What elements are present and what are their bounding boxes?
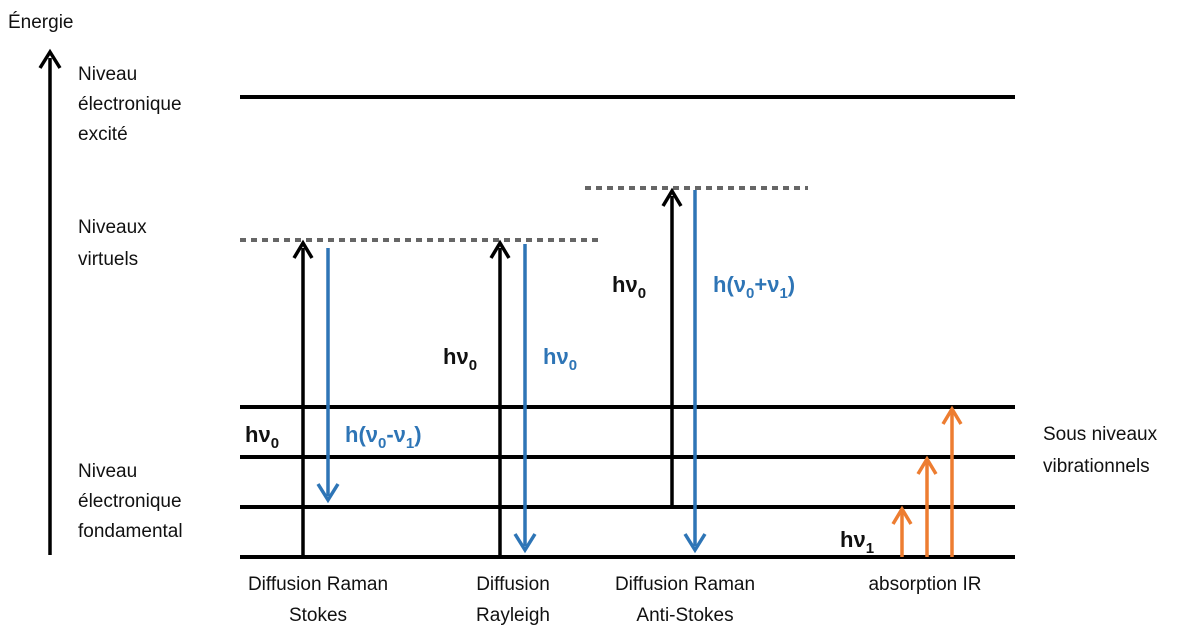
subscript: 1 xyxy=(779,285,787,302)
label-line: Diffusion Raman xyxy=(615,574,755,595)
label-line: Anti-Stokes xyxy=(636,605,733,626)
arrowhead xyxy=(941,405,963,425)
formula-part: hν xyxy=(840,527,866,552)
subscript: 0 xyxy=(378,435,386,452)
subscript: 0 xyxy=(638,285,646,302)
arrowhead xyxy=(38,48,62,69)
label-line: Niveau xyxy=(78,461,137,482)
subscript: 1 xyxy=(866,540,874,557)
formula-part: h(ν xyxy=(345,422,378,447)
label-line: Diffusion Raman xyxy=(248,574,388,595)
formula: hν0 xyxy=(543,344,577,374)
arrowhead xyxy=(661,187,683,207)
formula: hν0 xyxy=(245,422,279,452)
formula-part: h(ν xyxy=(713,272,746,297)
label-line: Niveaux xyxy=(78,217,147,238)
formula-part: hν xyxy=(612,272,638,297)
formula: h(ν0+ν1) xyxy=(713,272,795,302)
label-line: absorption IR xyxy=(868,574,981,595)
label-line: vibrationnels xyxy=(1043,456,1150,477)
subscript: 0 xyxy=(746,285,754,302)
formula-part: hν xyxy=(245,422,271,447)
arrowhead xyxy=(292,239,314,259)
label-line: Stokes xyxy=(289,605,347,626)
formula: hν0 xyxy=(612,272,646,302)
formula: hν0 xyxy=(443,344,477,374)
arrows xyxy=(38,48,963,557)
arrowhead xyxy=(916,455,938,475)
subscript: 0 xyxy=(271,435,279,452)
axis-label: Énergie xyxy=(8,12,74,33)
formula-part: ) xyxy=(788,272,795,297)
formula-part: hν xyxy=(443,344,469,369)
subscript: 1 xyxy=(406,435,414,452)
formula: hν1 xyxy=(840,527,874,557)
formula-part: hν xyxy=(543,344,569,369)
levels xyxy=(240,95,1015,559)
label-line: électronique xyxy=(78,491,182,512)
label-line: virtuels xyxy=(78,249,138,270)
formula: h(ν0-ν1) xyxy=(345,422,422,452)
label-line: Diffusion xyxy=(476,574,550,595)
label-line: excité xyxy=(78,124,128,145)
subscript: 0 xyxy=(469,357,477,374)
label-line: Niveau xyxy=(78,64,137,85)
label-line: Rayleigh xyxy=(476,605,550,626)
label-line: fondamental xyxy=(78,521,183,542)
arrowhead xyxy=(489,239,511,259)
label-line: électronique xyxy=(78,94,182,115)
arrowhead xyxy=(891,505,913,525)
arrowhead xyxy=(316,483,340,504)
arrowhead xyxy=(513,533,537,554)
label-line: Sous niveaux xyxy=(1043,424,1158,445)
formula-part: ) xyxy=(414,422,421,447)
arrowhead xyxy=(683,533,707,554)
formula-part: +ν xyxy=(754,272,779,297)
subscript: 0 xyxy=(569,357,577,374)
formula-part: -ν xyxy=(386,422,406,447)
